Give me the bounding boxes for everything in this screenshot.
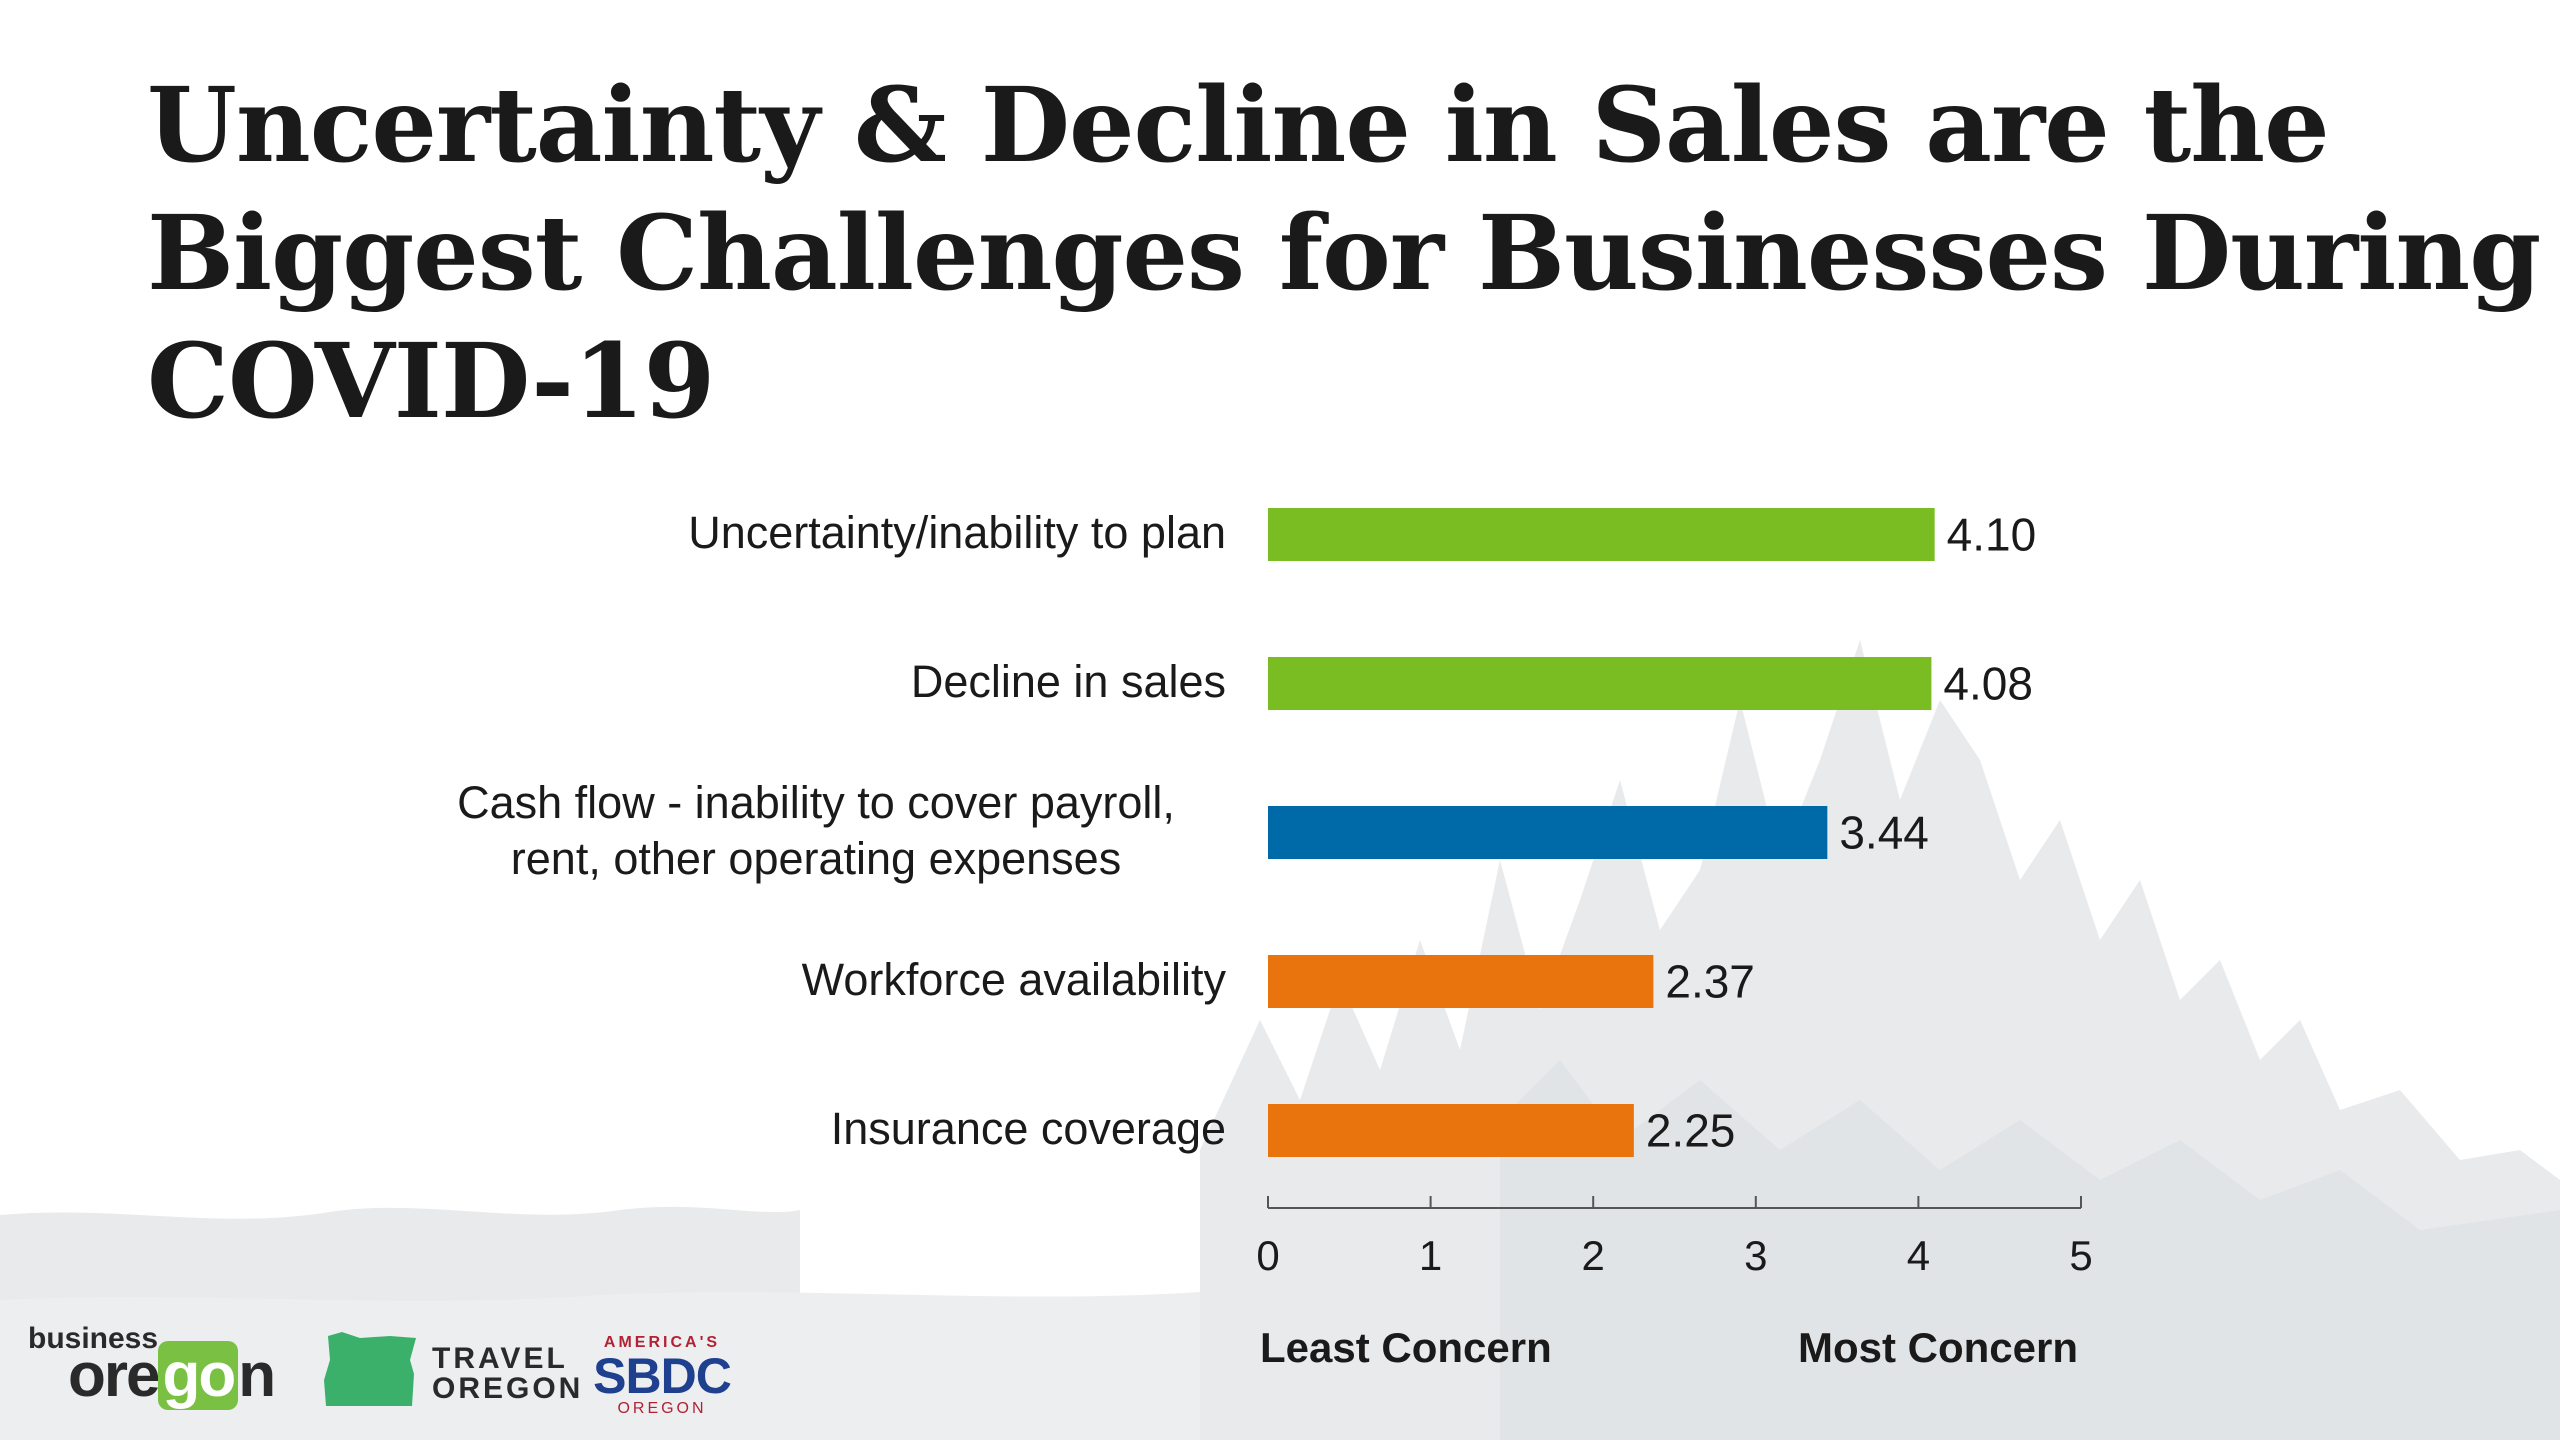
travel-oregon-text: TRAVEL OREGON: [432, 1342, 584, 1405]
data-label-1: 4.10: [1947, 509, 2037, 561]
title-line-1: Uncertainty & Decline in Sales are the: [147, 65, 2330, 186]
category-label-1: Uncertainty/inability to plan: [688, 506, 1226, 558]
data-label-3: 3.44: [1839, 807, 1929, 859]
x-tick-label-4: 4: [1907, 1232, 1930, 1279]
bar-5: [1268, 1104, 1634, 1157]
title-line-3: COVID-19: [147, 321, 715, 442]
sbdc-bottom-text: OREGON: [617, 1400, 707, 1417]
category-label-5: Insurance coverage: [830, 1102, 1226, 1154]
sbdc-main-text: SBDC: [593, 1348, 732, 1404]
axis-left-label: Least Concern: [1260, 1324, 1552, 1371]
title-line-2: Biggest Challenges for Businesses During: [147, 193, 2541, 314]
sbdc-logo: AMERICA'S SBDC OREGON: [592, 1334, 732, 1417]
axis-right-label: Most Concern: [1798, 1324, 2079, 1371]
business-oregon-logo: business oregon: [28, 1322, 288, 1412]
x-tick-label-3: 3: [1744, 1232, 1767, 1279]
category-label-4: Workforce availability: [801, 953, 1226, 1005]
bar-3: [1268, 806, 1828, 859]
bar-4: [1268, 955, 1654, 1008]
bar-1: [1268, 508, 1935, 561]
oregon-state-icon: [324, 1332, 416, 1406]
travel-oregon-logo: TRAVEL OREGON: [320, 1330, 580, 1410]
x-tick-label-1: 1: [1419, 1232, 1442, 1279]
slide-title: Uncertainty & Decline in Sales are the B…: [147, 62, 2541, 446]
x-tick-label-2: 2: [1582, 1232, 1605, 1279]
business-oregon-big-text: oregon: [68, 1341, 276, 1410]
data-label-4: 2.37: [1665, 956, 1755, 1008]
data-label-2: 4.08: [1943, 658, 2033, 710]
business-oregon-small-text: business: [28, 1322, 159, 1355]
sbdc-top-text: AMERICA'S: [603, 1334, 721, 1351]
x-tick-label-5: 5: [2069, 1232, 2092, 1279]
data-label-5: 2.25: [1646, 1105, 1736, 1157]
category-label-2: Decline in sales: [910, 655, 1226, 707]
category-label-3: Cash flow - inability to cover payroll, r…: [457, 776, 1175, 884]
x-tick-label-0: 0: [1256, 1232, 1279, 1279]
bar-2: [1268, 657, 1932, 710]
